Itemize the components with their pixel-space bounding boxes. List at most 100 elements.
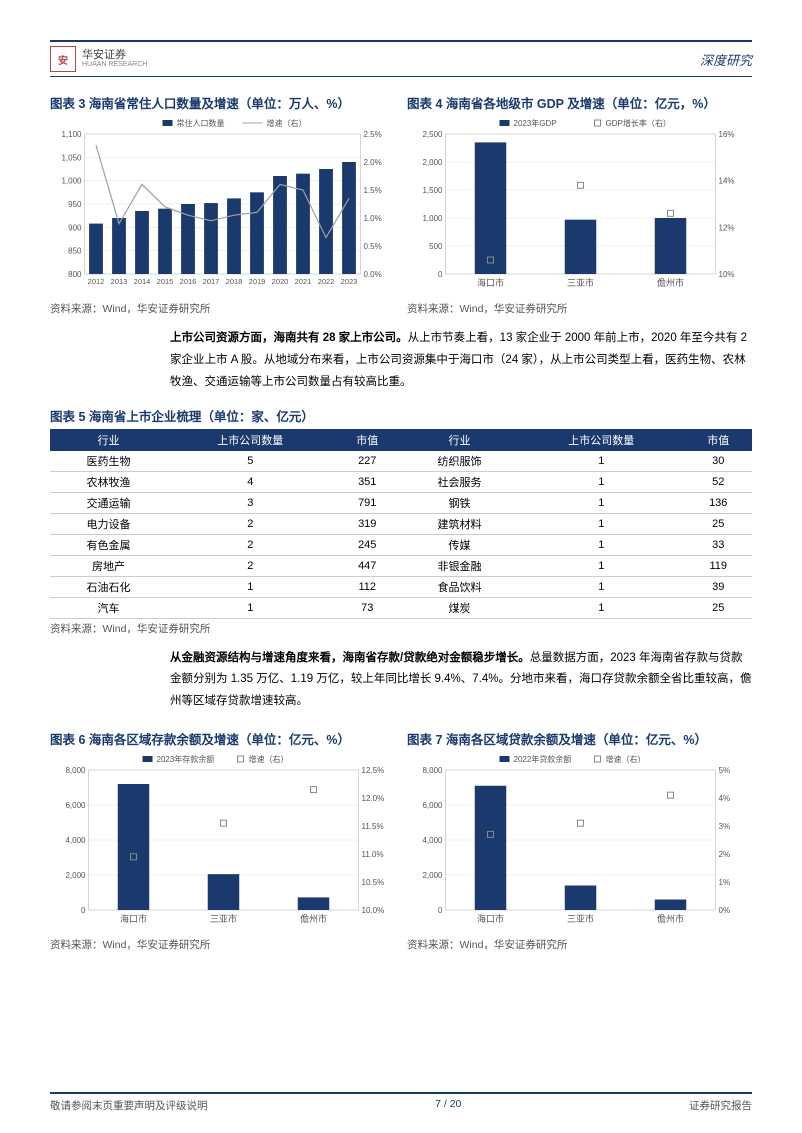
chart4-svg: 2023年GDPGDP增长率（右）05001,0001,5002,0002,50…: [407, 116, 752, 296]
svg-text:儋州市: 儋州市: [300, 913, 327, 924]
svg-text:2.5%: 2.5%: [364, 130, 382, 139]
svg-text:11.5%: 11.5%: [362, 822, 384, 831]
svg-text:6,000: 6,000: [65, 801, 86, 810]
svg-text:4,000: 4,000: [422, 836, 443, 845]
svg-text:2,000: 2,000: [422, 158, 443, 167]
table-header: 市值: [685, 429, 753, 451]
logo-group: 安 华安证券 HUAAN RESEARCH: [50, 46, 147, 72]
svg-text:2%: 2%: [719, 850, 731, 859]
page-footer: 敬请参阅末页重要声明及评级说明 7 / 20 证券研究报告: [50, 1092, 752, 1113]
table-row: 石油石化1112食品饮料139: [50, 576, 752, 597]
table-row: 有色金属2245传媒133: [50, 534, 752, 555]
chart7-svg: 2022年贷款余额增速（右）02,0004,0006,0008,0000%1%2…: [407, 752, 752, 932]
svg-text:2021: 2021: [295, 277, 312, 286]
svg-text:2016: 2016: [180, 277, 197, 286]
svg-text:2015: 2015: [157, 277, 174, 286]
chart7-source: 资料来源：Wind，华安证券研究所: [407, 937, 752, 952]
svg-text:12.5%: 12.5%: [362, 766, 385, 775]
svg-text:950: 950: [68, 200, 82, 209]
svg-text:6,000: 6,000: [422, 801, 443, 810]
svg-text:0: 0: [81, 906, 86, 915]
svg-text:5%: 5%: [719, 766, 731, 775]
chart3-source: 资料来源：Wind，华安证券研究所: [50, 301, 395, 316]
svg-text:0.0%: 0.0%: [364, 270, 382, 279]
footer-left: 敬请参阅末页重要声明及评级说明: [50, 1098, 208, 1113]
header-right: 深度研究: [700, 50, 752, 69]
chart6-title: 图表 6 海南各区域存款余额及增速（单位：亿元、%）: [50, 729, 395, 748]
para2: 从金融资源结构与增速角度来看，海南省存款/贷款绝对金额稳步增长。总量数据方面，2…: [170, 648, 752, 714]
svg-text:增速（右）: 增速（右）: [249, 754, 289, 764]
svg-text:14%: 14%: [719, 177, 735, 186]
svg-text:2022年贷款余额: 2022年贷款余额: [514, 754, 572, 764]
svg-text:8,000: 8,000: [65, 766, 86, 775]
svg-text:2023年存款余额: 2023年存款余额: [157, 754, 215, 764]
svg-text:500: 500: [429, 242, 443, 251]
svg-text:1%: 1%: [719, 878, 731, 887]
svg-text:2022: 2022: [318, 277, 335, 286]
svg-text:2,000: 2,000: [65, 871, 86, 880]
para1: 上市公司资源方面，海南共有 28 家上市公司。从上市节奏上看，13 家企业于 2…: [170, 328, 752, 394]
svg-text:2018: 2018: [226, 277, 243, 286]
svg-text:2019: 2019: [249, 277, 266, 286]
svg-text:10.0%: 10.0%: [362, 906, 385, 915]
svg-text:850: 850: [68, 247, 82, 256]
table-row: 农林牧渔4351社会服务152: [50, 471, 752, 492]
svg-text:2.0%: 2.0%: [364, 158, 382, 167]
chart6-svg: 2023年存款余额 增速（右） 0 2,000 4,000 6,000 8,000 10.0%…: [50, 752, 395, 932]
para1-bold: 上市公司资源方面，海南共有 28 家上市公司。: [170, 332, 408, 344]
svg-text:三亚市: 三亚市: [567, 913, 594, 924]
svg-text:4%: 4%: [719, 794, 731, 803]
svg-text:4,000: 4,000: [65, 836, 86, 845]
page-header: 安 华安证券 HUAAN RESEARCH 深度研究: [50, 40, 752, 77]
svg-text:2023年GDP: 2023年GDP: [514, 118, 557, 128]
svg-text:2023: 2023: [341, 277, 358, 286]
svg-text:10.5%: 10.5%: [362, 878, 385, 887]
svg-text:10%: 10%: [719, 270, 735, 279]
svg-text:800: 800: [68, 270, 82, 279]
footer-mid: 7 / 20: [435, 1098, 461, 1113]
table-row: 电力设备2319建筑材料125: [50, 513, 752, 534]
chart7-title: 图表 7 海南各区域贷款余额及增速（单位：亿元、%）: [407, 729, 752, 748]
table-row: 医药生物5227纺织服饰130: [50, 451, 752, 472]
svg-text:2,000: 2,000: [422, 871, 443, 880]
chart3-title: 图表 3 海南省常住人口数量及增速（单位：万人、%）: [50, 93, 395, 112]
svg-text:1,050: 1,050: [61, 153, 82, 162]
chart4-source: 资料来源：Wind，华安证券研究所: [407, 301, 752, 316]
svg-text:2014: 2014: [134, 277, 151, 286]
table-header: 行业: [401, 429, 518, 451]
table-header: 上市公司数量: [167, 429, 334, 451]
svg-text:0: 0: [438, 906, 443, 915]
table-header: 上市公司数量: [518, 429, 685, 451]
svg-text:2020: 2020: [272, 277, 289, 286]
svg-text:8,000: 8,000: [422, 766, 443, 775]
svg-text:海口市: 海口市: [477, 277, 504, 288]
svg-text:1,100: 1,100: [61, 130, 82, 139]
svg-text:0.5%: 0.5%: [364, 242, 382, 251]
svg-text:1.0%: 1.0%: [364, 214, 382, 223]
chart3-svg: 常住人口数量增速（右）8008509009501,0001,0501,1000.…: [50, 116, 395, 296]
svg-text:12.0%: 12.0%: [362, 794, 385, 803]
svg-text:3%: 3%: [719, 822, 731, 831]
table-header: 行业: [50, 429, 167, 451]
brand-en: HUAAN RESEARCH: [82, 61, 147, 68]
svg-text:儋州市: 儋州市: [657, 913, 684, 924]
table-row: 房地产2447非银金融1119: [50, 555, 752, 576]
logo-icon: 安: [50, 46, 76, 72]
table-row: 汽车173煤炭125: [50, 597, 752, 618]
svg-text:海口市: 海口市: [120, 913, 147, 924]
svg-text:11.0%: 11.0%: [362, 850, 384, 859]
chart5-title: 图表 5 海南省上市企业梳理（单位：家、亿元）: [50, 406, 752, 425]
table5: 行业上市公司数量市值行业上市公司数量市值医药生物5227纺织服饰130农林牧渔4…: [50, 429, 752, 619]
table-row: 交通运输3791钢铁1136: [50, 492, 752, 513]
svg-text:GDP增长率（右）: GDP增长率（右）: [606, 118, 671, 128]
svg-text:0: 0: [438, 270, 443, 279]
chart6-source: 资料来源：Wind，华安证券研究所: [50, 937, 395, 952]
svg-text:1,000: 1,000: [61, 177, 82, 186]
para2-bold: 从金融资源结构与增速角度来看，海南省存款/贷款绝对金额稳步增长。: [170, 652, 530, 664]
svg-text:1,000: 1,000: [422, 214, 443, 223]
chart4-title: 图表 4 海南省各地级市 GDP 及增速（单位：亿元，%）: [407, 93, 752, 112]
svg-text:12%: 12%: [719, 223, 735, 232]
svg-text:海口市: 海口市: [477, 913, 504, 924]
svg-text:900: 900: [68, 223, 82, 232]
brand-cn: 华安证券: [82, 50, 147, 61]
